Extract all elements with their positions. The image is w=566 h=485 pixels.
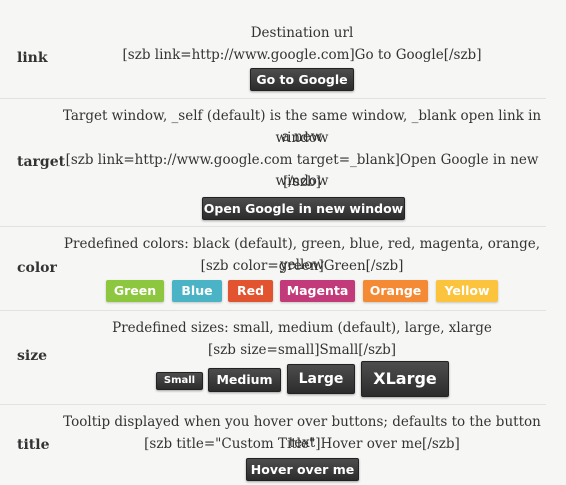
row-title: title Tooltip displayed when you hover o…	[0, 404, 546, 485]
hover-over-me-button[interactable]: Hover over me	[246, 458, 359, 481]
param-label-color: color	[17, 260, 57, 276]
blue-button[interactable]: Blue	[172, 280, 222, 302]
param-label-size: size	[17, 348, 48, 364]
desc-target-line1: Target window, _self (default) is the sa…	[62, 108, 542, 145]
row-link: link Destination url [szb link=http://ww…	[0, 0, 546, 99]
desc-size-line2: [szb size=small]Small[/szb]	[207, 342, 397, 358]
desc-target-line3: [szb link=http://www.google.com target=_…	[65, 152, 539, 189]
row-color: color Predefined colors: black (default)…	[0, 226, 546, 311]
xlarge-button[interactable]: XLarge	[361, 361, 449, 397]
desc-title-line1: Tooltip displayed when you hover over bu…	[63, 414, 541, 451]
desc-link-line1: Destination url	[250, 25, 354, 41]
param-label-link: link	[17, 50, 48, 66]
medium-button[interactable]: Medium	[208, 368, 281, 392]
desc-size-line1: Predefined sizes: small, medium (default…	[112, 320, 492, 336]
desc-color-line1: Predefined colors: black (default), gree…	[63, 236, 541, 273]
magenta-button[interactable]: Magenta	[280, 280, 355, 302]
desc-target-line2: window	[275, 130, 329, 146]
desc-color-line2: [szb color=green]Green[/szb]	[200, 258, 404, 274]
desc-title-line2: [szb title="Custom Title"]Hover over me[…	[144, 436, 460, 452]
desc-target-line4: [/szb]	[283, 174, 321, 190]
yellow-button[interactable]: Yellow	[436, 280, 498, 302]
go-to-google-button[interactable]: Go to Google	[250, 68, 354, 91]
desc-link-line2: [szb link=http://www.google.com]Go to Go…	[122, 47, 482, 63]
red-button[interactable]: Red	[228, 280, 273, 302]
open-google-new-window-button[interactable]: Open Google in new window	[202, 197, 405, 220]
param-label-target: target	[17, 154, 66, 170]
large-button[interactable]: Large	[287, 364, 355, 394]
param-label-title: title	[17, 437, 50, 453]
green-button[interactable]: Green	[106, 280, 164, 302]
small-button[interactable]: Small	[156, 372, 203, 390]
row-target: target Target window, _self (default) is…	[0, 98, 546, 227]
row-size: size Predefined sizes: small, medium (de…	[0, 310, 546, 405]
orange-button[interactable]: Orange	[363, 280, 428, 302]
